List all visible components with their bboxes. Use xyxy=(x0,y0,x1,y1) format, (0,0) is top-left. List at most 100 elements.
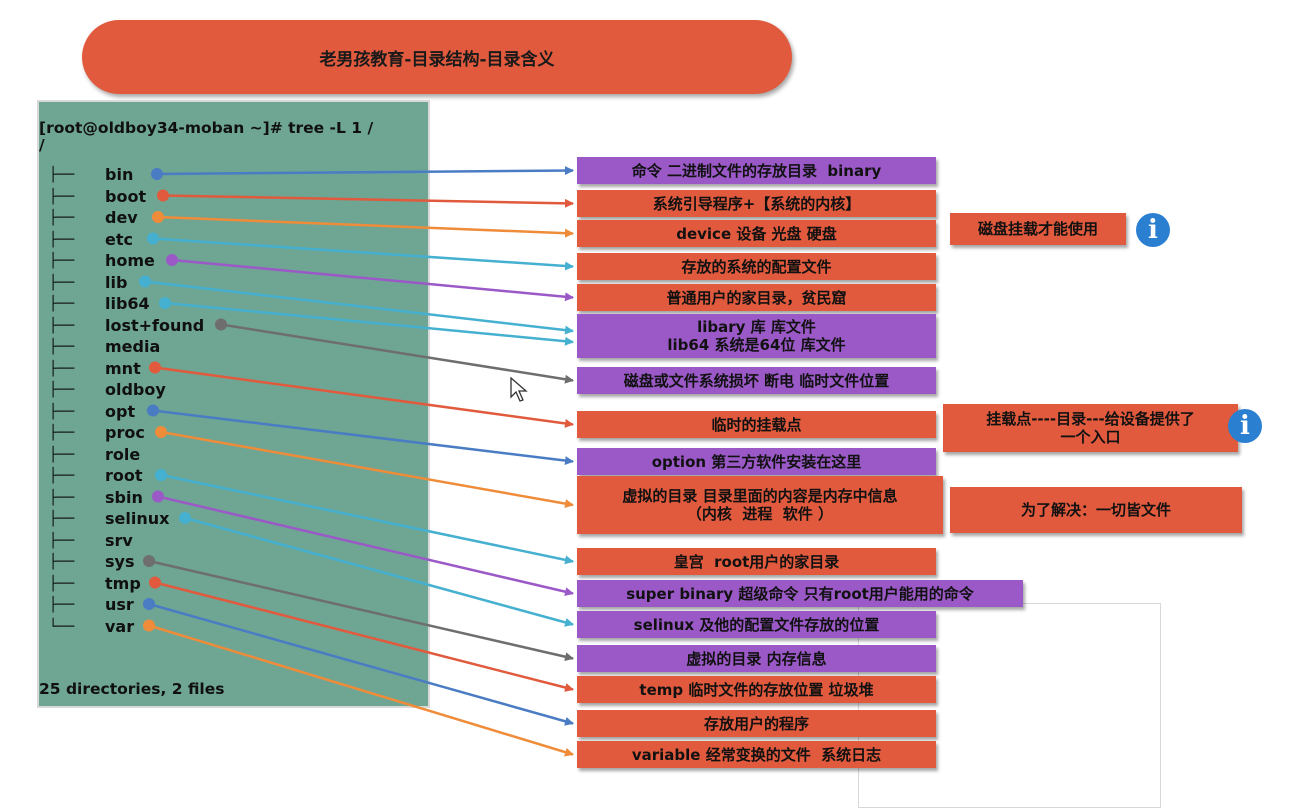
directory-name: lost+found xyxy=(105,315,205,335)
connector-dot xyxy=(143,598,155,610)
terminal-summary: 25 directories, 2 files xyxy=(39,680,225,698)
description-box: 虚拟的目录 目录里面的内容是内存中信息 （内核 进程 软件 ） xyxy=(577,476,943,534)
connector-arrow xyxy=(220,323,574,384)
connector-arrow xyxy=(157,215,574,238)
directory-name: role xyxy=(105,444,141,464)
tree-branch: ├── xyxy=(49,403,75,420)
connector-dot xyxy=(143,555,155,567)
tree-row: ├── media xyxy=(39,338,428,356)
note-box: 磁盘挂载才能使用 xyxy=(950,213,1126,245)
tree-row: ├── sbin xyxy=(39,487,428,507)
tree-branch: ├── xyxy=(49,317,75,334)
tree-row: ├── tmp xyxy=(39,573,428,593)
description-box: 存放的系统的配置文件 xyxy=(577,253,936,280)
tree-row: ├── root xyxy=(39,467,428,485)
info-icon[interactable]: i xyxy=(1228,409,1262,443)
connector-dot xyxy=(149,361,161,374)
connector-arrow xyxy=(154,366,574,428)
connector-arrow xyxy=(152,237,574,271)
tree-row: ├── boot xyxy=(39,186,428,206)
cursor-icon xyxy=(510,377,528,402)
page-title: 老男孩教育-目录结构-目录含义 xyxy=(319,49,555,70)
tree-row: ├── sys xyxy=(39,553,428,571)
directory-name: boot xyxy=(105,186,147,206)
tree-row: ├── selinux xyxy=(39,510,428,528)
tree-branch: ├── xyxy=(49,382,75,398)
info-icon[interactable]: i xyxy=(1136,213,1170,247)
tree-branch: ├── xyxy=(49,489,75,506)
tree-branch: ├── xyxy=(49,575,75,592)
directory-name: lib xyxy=(105,272,128,292)
description-box: 存放用户的程序 xyxy=(577,710,936,737)
directory-name: usr xyxy=(105,595,134,614)
connector-arrow xyxy=(152,409,574,466)
connector-dot xyxy=(147,232,159,245)
tree-branch: ├── xyxy=(49,425,75,441)
connector-dot xyxy=(139,275,151,288)
connector-dot xyxy=(149,576,161,589)
tree-row: ├── opt xyxy=(39,401,428,421)
description-box: libary 库 库文件 lib64 系统是64位 库文件 xyxy=(577,314,936,358)
tree-row: ├── oldboy xyxy=(39,381,428,399)
description-box: 系统引导程序+【系统的内核】 xyxy=(577,190,936,217)
description-box: 临时的挂载点 xyxy=(577,411,936,438)
tree-branch: ├── xyxy=(49,210,75,226)
connector-dot xyxy=(179,512,191,524)
title-banner: 老男孩教育-目录结构-目录含义 xyxy=(82,20,792,94)
description-box: selinux 及他的配置文件存放的位置 xyxy=(577,611,936,638)
connector-arrow xyxy=(160,473,574,565)
tree-branch: ├── xyxy=(49,296,75,312)
tree-branch: ├── xyxy=(49,167,75,183)
connector-arrow xyxy=(162,194,574,208)
directory-name: dev xyxy=(105,208,138,227)
tree-branch: ├── xyxy=(49,339,75,355)
tree-branch: ├── xyxy=(49,231,75,248)
description-box: option 第三方软件安装在这里 xyxy=(577,448,936,475)
connector-arrow xyxy=(157,495,574,597)
connector-dot xyxy=(143,619,155,632)
connector-arrow xyxy=(156,166,574,176)
tree-branch: ├── xyxy=(49,532,75,549)
tree-branch: ├── xyxy=(49,253,75,269)
tree-branch: ├── xyxy=(49,597,75,613)
connector-arrow xyxy=(184,516,574,627)
connector-arrow xyxy=(164,301,574,346)
connector-dot xyxy=(152,211,164,223)
directory-name: proc xyxy=(105,423,145,442)
terminal-prompt: [root@oldboy34-moban ~]# tree -L 1 / xyxy=(39,119,374,137)
directory-name: lib64 xyxy=(105,294,150,313)
tree-branch: ├── xyxy=(49,446,75,463)
connector-arrow xyxy=(148,624,574,757)
description-box: super binary 超级命令 只有root用户能用的命令 xyxy=(577,580,1023,607)
directory-name: tmp xyxy=(105,573,141,593)
directory-name: oldboy xyxy=(105,380,166,399)
description-box: device 设备 光盘 硬盘 xyxy=(577,220,936,247)
tree-branch: └── xyxy=(49,618,75,635)
connector-arrow xyxy=(148,602,574,726)
directory-name: home xyxy=(105,251,155,270)
directory-name: mnt xyxy=(105,358,141,378)
connector-dot xyxy=(152,490,164,503)
connector-arrow xyxy=(148,559,574,662)
description-box: temp 临时文件的存放位置 垃圾堆 xyxy=(577,676,936,703)
tree-branch: ├── xyxy=(49,274,75,291)
directory-name: sbin xyxy=(105,487,143,507)
tree-row: ├── lib64 xyxy=(39,295,428,313)
connector-dot xyxy=(159,297,171,309)
note-box: 挂载点----目录---给设备提供了 一个入口 xyxy=(943,404,1238,452)
description-box: 命令 二进制文件的存放目录 binary xyxy=(577,157,936,184)
connector-arrow xyxy=(160,430,574,509)
directory-name: etc xyxy=(105,229,133,249)
note-box: 为了解决：一切皆文件 xyxy=(950,487,1242,533)
description-box: 虚拟的目录 内存信息 xyxy=(577,645,936,672)
description-box: 磁盘或文件系统损坏 断电 临时文件位置 xyxy=(577,367,936,394)
directory-name: opt xyxy=(105,401,136,421)
connector-dot xyxy=(147,404,159,417)
connector-dot xyxy=(166,254,178,266)
tree-branch: ├── xyxy=(49,188,75,205)
directory-name: bin xyxy=(105,165,134,184)
directory-name: sys xyxy=(105,552,135,571)
connector-arrow xyxy=(144,280,574,335)
tree-row: ├── etc xyxy=(39,229,428,249)
description-box: 皇宫 root用户的家目录 xyxy=(577,548,936,575)
